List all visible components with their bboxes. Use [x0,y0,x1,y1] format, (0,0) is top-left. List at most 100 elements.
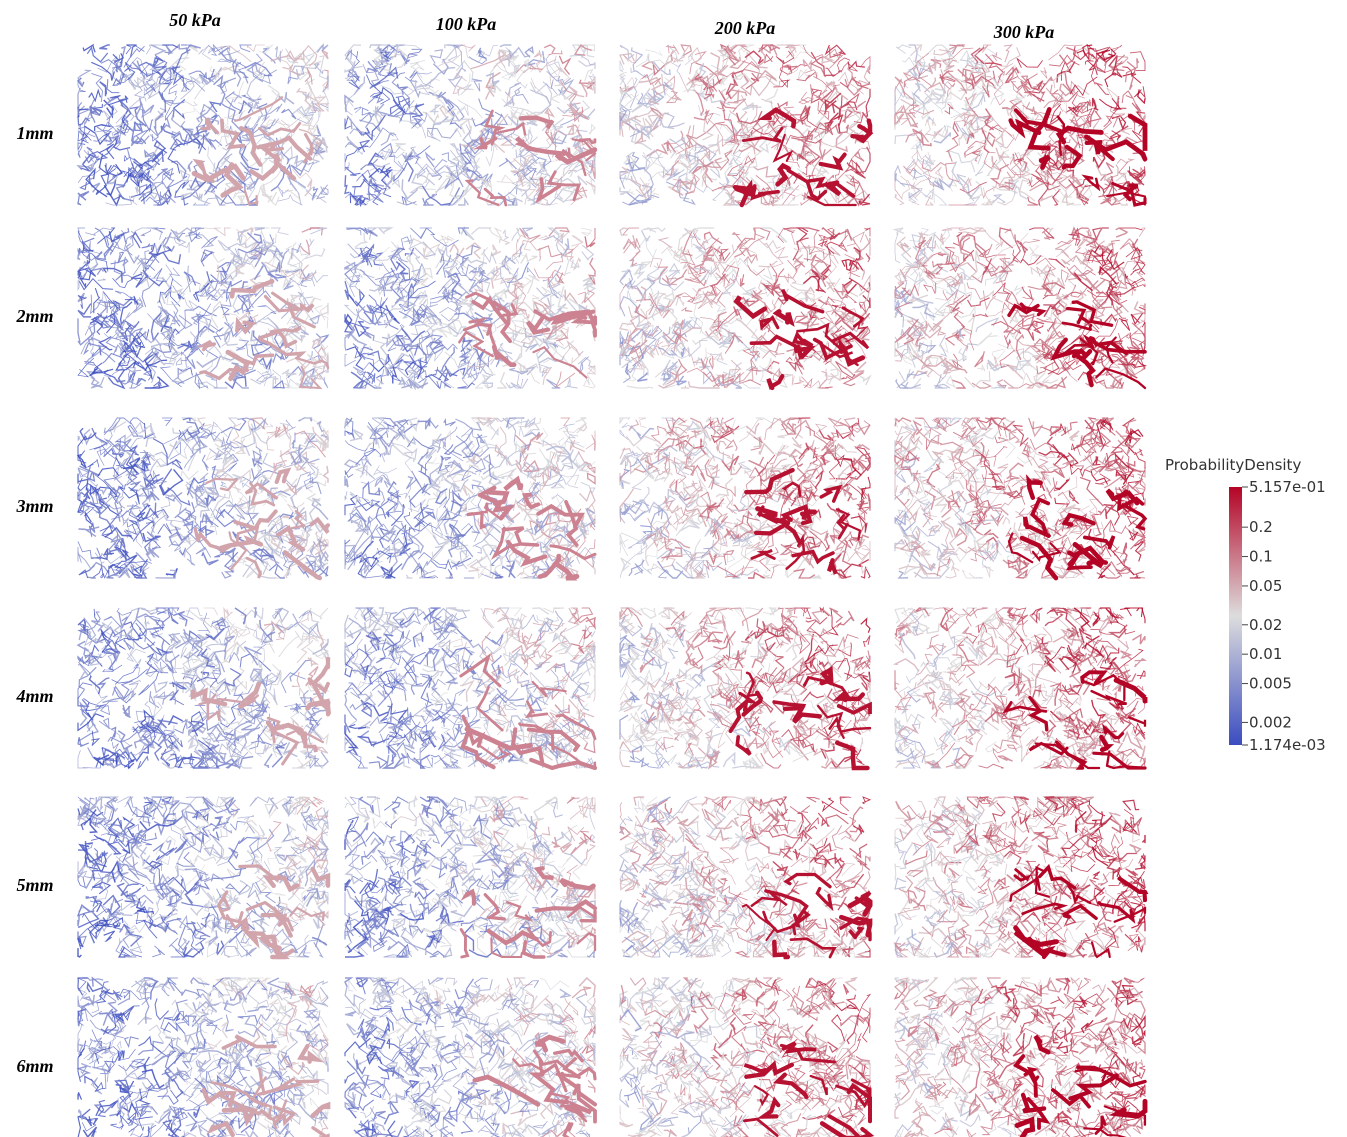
vessel [578,44,596,52]
vessel [982,114,994,128]
vessel [421,185,451,206]
large-vessel [200,117,220,135]
vessel [201,511,214,526]
vessel [804,127,823,144]
vessel [130,273,147,288]
vessel [663,55,684,68]
vessel [220,45,252,63]
vessel [976,332,998,347]
vessel [77,123,86,138]
vessel [641,558,658,575]
vessel [344,44,362,64]
vessel [1086,59,1096,85]
vessel [309,351,321,364]
vessel [1038,181,1050,207]
vessel [619,71,627,83]
large-vessel [274,467,292,485]
vessel [902,56,917,74]
vessel [912,97,930,120]
vessel [569,197,581,206]
vessel [645,49,663,57]
vessel [693,89,705,116]
vessel [488,227,503,239]
vessel [1130,130,1143,145]
vessel [190,314,200,336]
vessel [900,104,919,127]
vessel [218,46,235,63]
vessel [408,495,412,513]
vessel [1052,188,1061,206]
vessel [105,163,117,185]
vessel [834,124,850,134]
vessel [741,60,760,73]
vessel [79,175,91,191]
vessel [1029,170,1048,192]
vessel [298,358,310,376]
vessel [490,118,510,142]
vessel [498,238,511,246]
vessel [225,280,243,299]
vessel [625,155,636,173]
vessel [401,179,419,200]
vessel [445,165,474,184]
vessel [619,166,630,177]
vessel [991,52,1002,62]
vessel [1002,417,1014,424]
vessel [920,118,931,143]
large-vessel [766,373,785,391]
vessel [793,376,805,385]
vessel [507,195,523,203]
vessel [141,281,156,308]
vessel [107,369,126,390]
vessel-network [619,227,872,391]
vessel [1058,46,1077,66]
vessel [832,51,844,64]
vessel [1108,55,1118,76]
vessel [116,126,131,144]
vessel [470,227,492,235]
vessel [359,119,382,133]
vessel [369,498,381,508]
vessel [894,105,903,119]
vessel [442,189,465,206]
vessel [823,48,840,69]
vessel [526,274,540,294]
vessel [110,251,125,265]
vessel [959,278,975,293]
vessel [1088,498,1100,516]
vessel [417,163,453,176]
vessel [130,182,153,202]
vessel [994,129,1006,147]
vessel [773,79,791,88]
vessel [380,85,406,95]
vessel [906,112,919,128]
vessel [90,376,105,389]
vessel [634,117,647,142]
vessel [658,168,680,179]
vessel [451,154,465,176]
vessel [630,67,646,78]
vessel-network [892,226,1147,390]
vessel [896,236,912,258]
vessel [301,269,317,287]
vessel [518,426,532,438]
vessel [645,149,660,159]
vessel [364,127,394,148]
vessel [619,107,627,130]
vessel-network [618,43,874,208]
vessel [981,463,988,485]
vessel [958,115,978,135]
vessel [84,361,103,372]
vessel [590,175,596,195]
vessel [631,87,651,113]
vessel [520,252,538,264]
vessel [903,165,917,174]
vessel [1075,183,1094,200]
vessel [139,182,156,196]
vessel [764,88,779,103]
vessel [710,52,729,77]
vessel [251,53,264,83]
vessel [808,229,819,256]
vessel [584,236,596,248]
